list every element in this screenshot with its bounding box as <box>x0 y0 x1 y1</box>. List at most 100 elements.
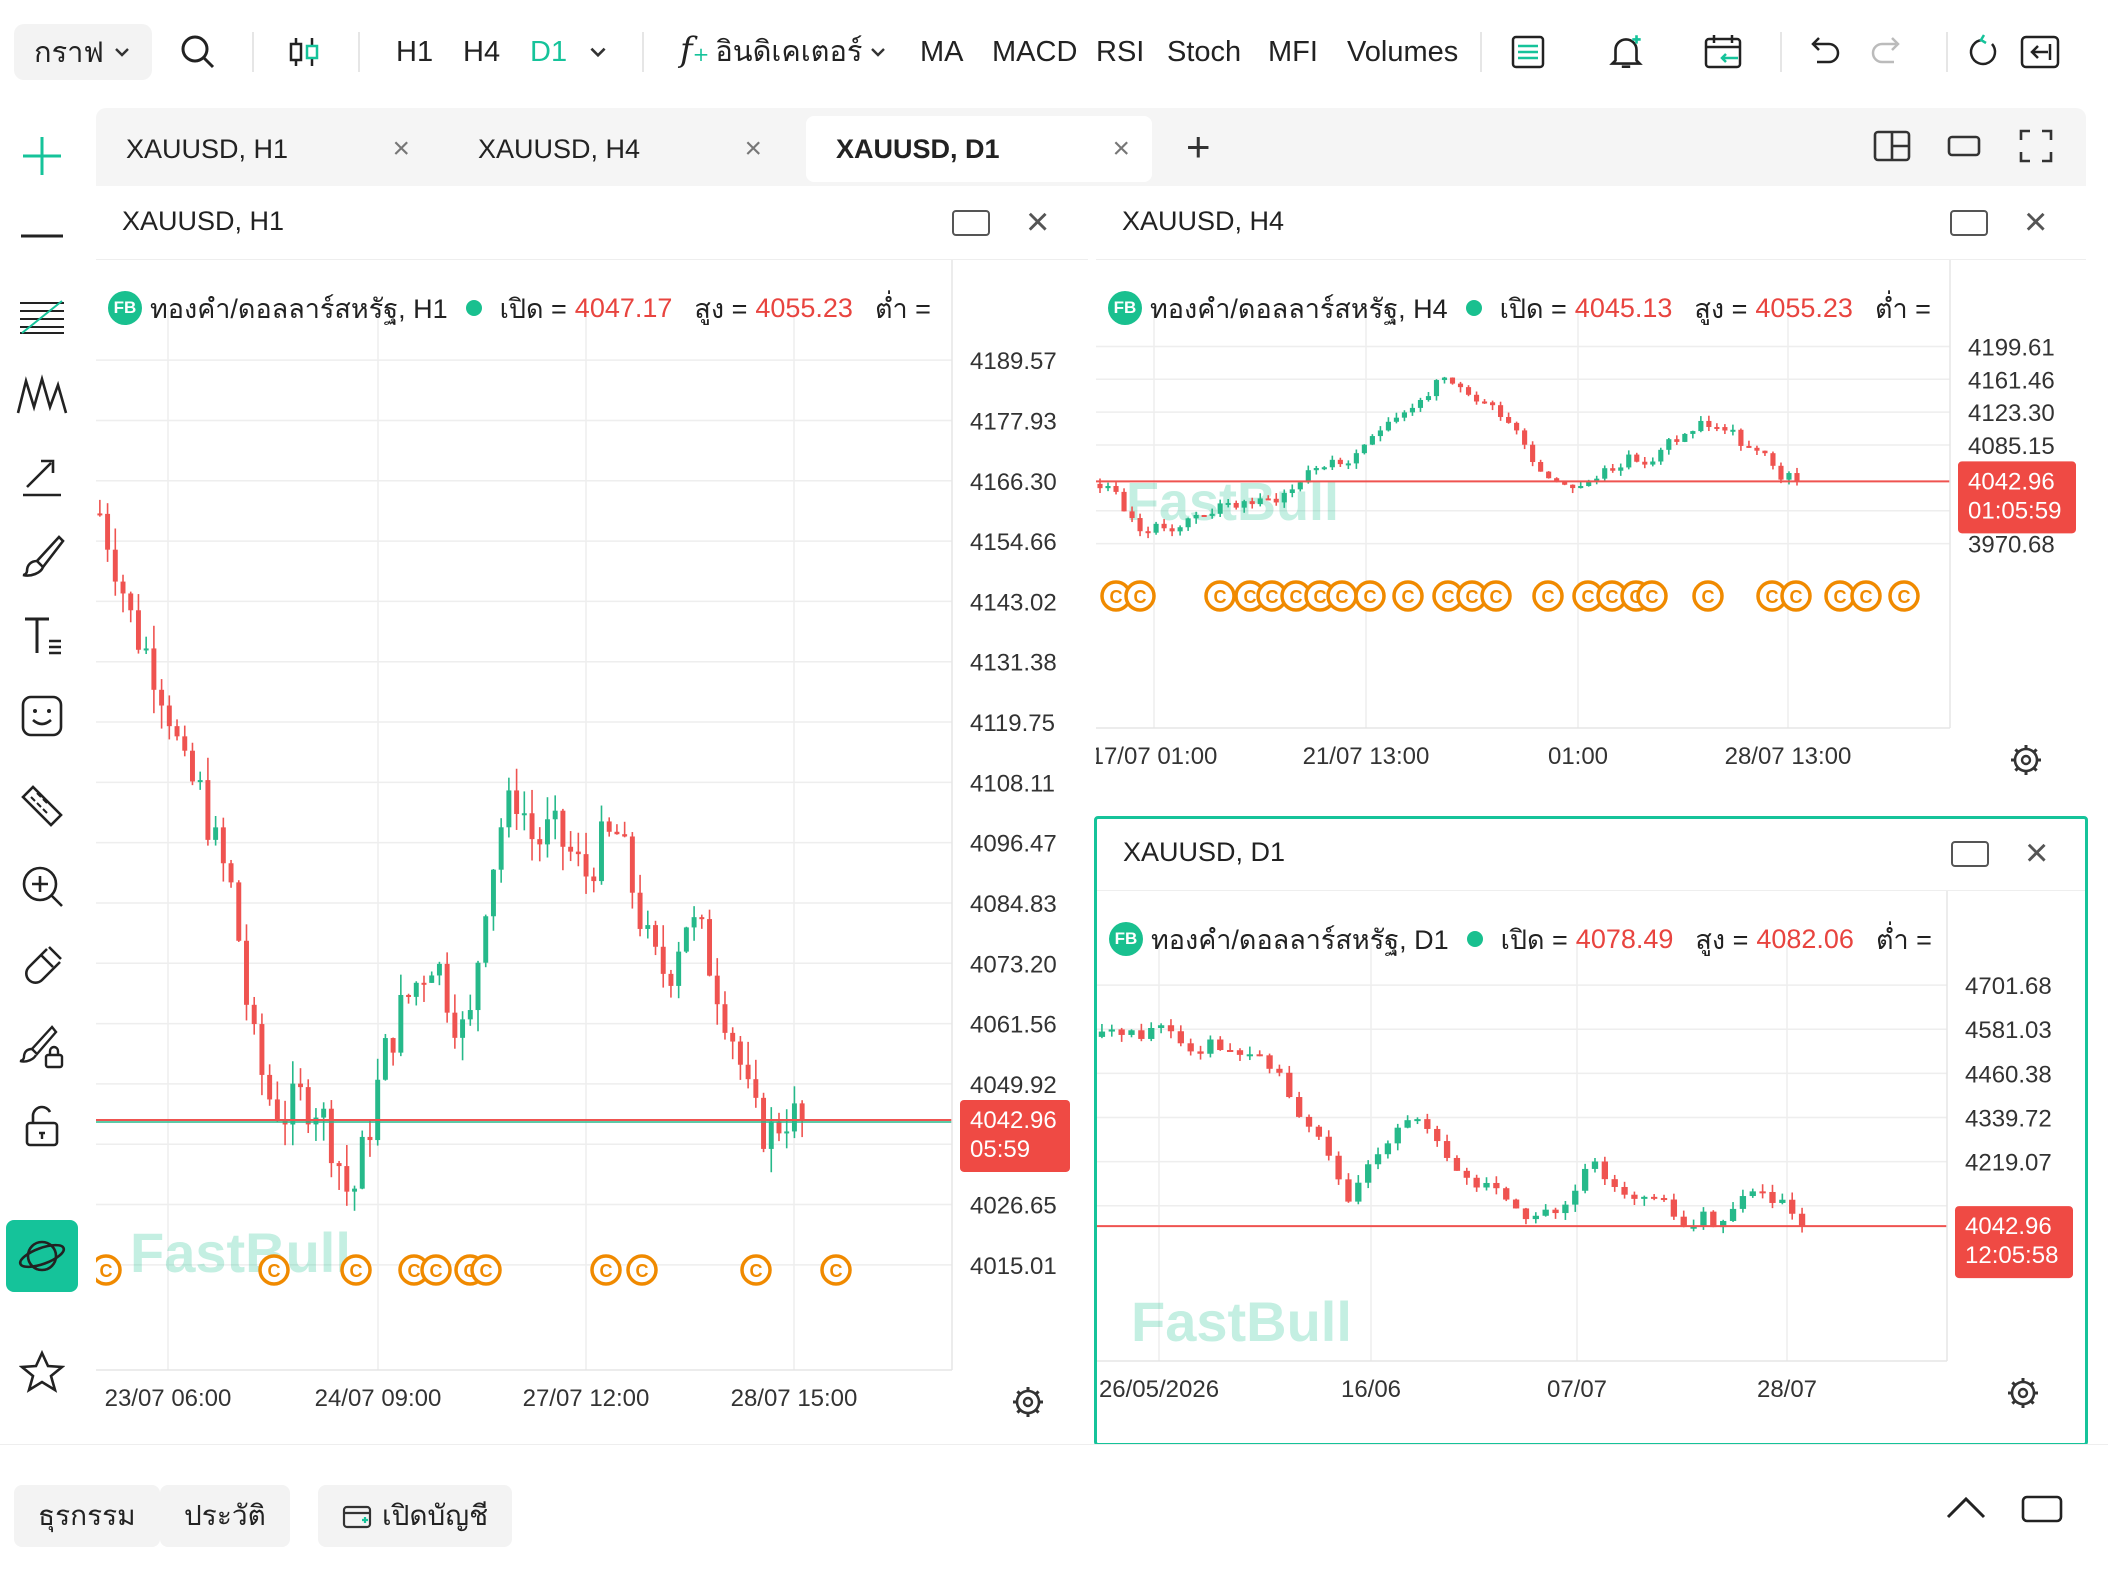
chart-settings-gear-icon[interactable] <box>1013 1387 1043 1417</box>
candle-body <box>1670 1199 1678 1217</box>
open-account-button[interactable]: เปิดบัญชี <box>318 1485 513 1547</box>
candle-body <box>1393 417 1399 422</box>
search-icon[interactable] <box>170 24 226 80</box>
candle-body <box>745 1064 751 1080</box>
add-tab-plus-icon[interactable]: + <box>1186 123 1211 170</box>
alert-bell-icon[interactable] <box>1598 24 1654 80</box>
y-tick-label: 4061.56 <box>970 1012 1057 1039</box>
lock-brush-icon[interactable] <box>10 1014 74 1078</box>
chart-panel-h4[interactable]: XAUUSD, H4 × FastBull 4199.61 4161.46 4123.… <box>1096 188 2086 818</box>
close-icon[interactable]: × <box>744 132 762 165</box>
candle-body <box>1449 377 1456 384</box>
close-icon[interactable]: × <box>1026 200 1050 244</box>
tab-xauusd-h4[interactable]: XAUUSD, H4 × <box>448 116 784 182</box>
candle-body <box>1572 1190 1579 1205</box>
indicator-rsi-button[interactable]: RSI <box>1096 36 1145 68</box>
pattern-tool-icon[interactable] <box>10 364 74 428</box>
undo-icon[interactable] <box>1795 24 1851 80</box>
layout-single-icon[interactable] <box>1946 128 1982 169</box>
favorite-star-icon[interactable] <box>10 1340 74 1404</box>
brush-tool-icon[interactable] <box>10 524 74 588</box>
candle-body <box>1463 1170 1470 1178</box>
y-tick-label: 4015.01 <box>970 1253 1057 1280</box>
timeframe-h4-button[interactable]: H4 <box>463 36 501 68</box>
chart-panel-h1[interactable]: XAUUSD, H1 × FastBull 4189.57 4177.93 4166.… <box>96 188 1088 1444</box>
svg-text:C: C <box>1790 587 1803 607</box>
timeframe-h1-button[interactable]: H1 <box>396 36 434 68</box>
indicators-button[interactable]: f+ อินดิเคเตอร์ <box>680 30 888 74</box>
candle-body <box>1554 478 1560 481</box>
candle-body <box>1660 1198 1668 1201</box>
magnet-icon[interactable] <box>10 934 74 998</box>
indicator-macd-button[interactable]: MACD <box>992 36 1078 68</box>
indicator-volumes-button[interactable]: Volumes <box>1347 36 1459 68</box>
reset-icon[interactable] <box>1956 24 2012 80</box>
chart-area[interactable]: FastBull 4189.57 4177.93 4166.30 4154.66 4143… <box>96 260 1088 1444</box>
unlock-icon[interactable] <box>10 1094 74 1158</box>
candle-body <box>1276 1068 1283 1073</box>
redo-icon[interactable] <box>1860 24 1916 80</box>
candlestick-type-icon[interactable] <box>276 24 332 80</box>
chart-settings-gear-icon[interactable] <box>2011 745 2041 775</box>
line-tool-icon[interactable] <box>10 204 74 268</box>
indicator-stoch-button[interactable]: Stoch <box>1167 36 1242 68</box>
chart-area[interactable]: FastBull 4701.68 4581.03 4460.38 4339.72 4219… <box>1097 891 2085 1443</box>
panel-title: XAUUSD, H4 <box>1122 206 1285 236</box>
calendar-icon[interactable] <box>1696 24 1752 80</box>
ruler-icon[interactable] <box>10 774 74 838</box>
chart-area[interactable]: FastBull4199.614161.464123.304085.154008… <box>1096 260 2086 818</box>
candle-body <box>1798 1213 1806 1227</box>
candle-body <box>1305 1116 1313 1127</box>
timeframe-d1-button[interactable]: D1 <box>530 36 568 68</box>
drawing-tools-sidebar <box>0 104 86 1444</box>
text-tool-icon[interactable] <box>10 604 74 668</box>
panel-toggle-icon[interactable] <box>2020 1493 2064 1530</box>
chart-settings-gear-icon[interactable] <box>2008 1378 2038 1408</box>
maximize-icon[interactable] <box>1950 210 1988 236</box>
layout-split-icon[interactable] <box>1872 128 1912 169</box>
candle-body <box>1384 1143 1392 1155</box>
zoom-in-icon[interactable] <box>10 854 74 918</box>
template-icon[interactable] <box>1500 24 1556 80</box>
close-icon[interactable]: × <box>2024 200 2048 244</box>
projection-tool-icon[interactable] <box>10 444 74 508</box>
candle-body <box>1241 501 1247 508</box>
maximize-icon[interactable] <box>952 210 990 236</box>
emoji-tool-icon[interactable] <box>10 684 74 748</box>
candle-body <box>352 1188 358 1192</box>
candle-body <box>1483 1182 1490 1188</box>
indicator-mfi-button[interactable]: MFI <box>1268 36 1318 68</box>
history-button[interactable]: ประวัติ <box>160 1485 290 1547</box>
candle-body <box>1700 1211 1707 1227</box>
planet-theme-icon[interactable] <box>6 1220 78 1292</box>
candle-body <box>467 1010 473 1020</box>
svg-text:C: C <box>1336 587 1349 607</box>
fibonacci-tool-icon[interactable] <box>10 284 74 348</box>
close-icon[interactable]: × <box>392 132 410 165</box>
exit-fullscreen-icon[interactable] <box>2012 24 2068 80</box>
fullscreen-icon[interactable] <box>2018 128 2054 169</box>
candle-body <box>1722 427 1728 431</box>
tab-xauusd-h1[interactable]: XAUUSD, H1 × <box>96 116 432 182</box>
close-icon[interactable]: × <box>2025 831 2049 875</box>
chart-panel-d1[interactable]: XAUUSD, D1 × FastBull 4701.68 4581.03 4460.… <box>1094 816 2088 1446</box>
tab-xauusd-d1[interactable]: XAUUSD, D1 × <box>806 116 1152 182</box>
indicator-ma-button[interactable]: MA <box>920 36 964 68</box>
maximize-icon[interactable] <box>1951 841 1989 867</box>
candle-body <box>1355 1182 1362 1202</box>
market-open-dot-icon <box>1465 300 1482 316</box>
close-icon[interactable]: × <box>1112 132 1130 165</box>
event-marker-icon <box>1392 580 1424 612</box>
candle-body <box>1465 387 1472 395</box>
candle-body <box>521 813 527 816</box>
candle-body <box>1538 462 1544 472</box>
candle-body <box>1313 468 1319 471</box>
trade-button[interactable]: ธุรกรรม <box>14 1485 160 1547</box>
event-marker-icon <box>590 1254 622 1286</box>
fastbull-badge-icon: FB <box>108 291 142 325</box>
crosshair-plus-icon[interactable] <box>10 124 74 188</box>
chart-menu-button[interactable]: กราฟ <box>14 24 152 80</box>
chevron-up-icon[interactable] <box>1944 1493 1988 1528</box>
timeframe-chevron-down-icon[interactable] <box>570 24 626 80</box>
candle-body <box>1209 513 1215 516</box>
